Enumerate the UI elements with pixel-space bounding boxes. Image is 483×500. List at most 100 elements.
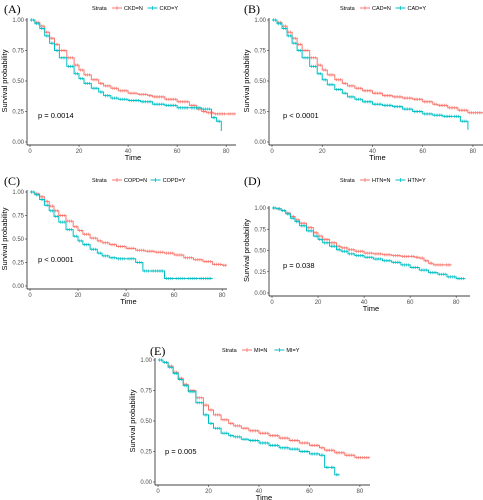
x-tick-label: 0 — [28, 149, 32, 155]
y-tick-label: 0.50 — [12, 79, 24, 85]
x-tick-label: 40 — [256, 489, 263, 495]
x-tick-label: 60 — [174, 149, 181, 155]
survival-curve — [272, 207, 452, 266]
legend: Strata MI=N MI=Y — [222, 348, 300, 354]
y-axis-title: Survival probability — [0, 207, 9, 270]
legend-entry: CAD=Y — [408, 6, 427, 12]
x-tick-label: 20 — [75, 293, 82, 299]
y-tick-label: 0.00 — [140, 480, 152, 486]
series-group — [30, 190, 227, 267]
series-group — [30, 18, 236, 116]
y-tick-label: 0.75 — [254, 49, 266, 55]
p-value-annotation: p < 0.0001 — [38, 255, 74, 264]
legend-entry: MI=N — [254, 348, 267, 354]
x-tick-label: 0 — [28, 293, 32, 299]
y-tick-label: 0.50 — [140, 419, 152, 425]
x-tick-label: 20 — [319, 149, 326, 155]
y-tick-label: 0.75 — [12, 49, 24, 55]
y-axis-title: Survival probability — [242, 49, 251, 112]
x-tick-label: 0 — [270, 300, 274, 306]
y-axis-title: Survival probability — [0, 49, 9, 112]
y-tick-label: 0.25 — [254, 270, 266, 276]
y-tick-label: 0.75 — [140, 389, 152, 395]
series-group — [158, 358, 340, 477]
x-tick-label: 0 — [156, 489, 160, 495]
y-tick-label: 0.25 — [140, 450, 152, 456]
legend-title: Strata — [340, 6, 356, 12]
x-tick-label: 60 — [419, 149, 426, 155]
p-value-annotation: p = 0.038 — [283, 261, 315, 270]
y-tick-label: 0.50 — [254, 79, 266, 85]
legend: Strata CAD=N CAD=Y — [340, 6, 426, 12]
survival-curve — [158, 359, 340, 476]
y-tick-label: 1.00 — [140, 358, 152, 364]
chart-panel: (D) Strata HTN=N HTN=Y 0.00 0.25 0.50 0.75 1.00 0… — [242, 174, 470, 313]
chart-panel: (E) Strata MI=N MI=Y 0.00 0.25 0.50 0.75 1.00 0 20… — [128, 344, 370, 500]
x-tick-label: 60 — [171, 293, 178, 299]
legend-title: Strata — [92, 6, 108, 12]
survival-curve — [30, 191, 213, 279]
survival-curve — [272, 19, 483, 114]
x-tick-label: 80 — [453, 300, 460, 306]
legend: Strata HTN=N HTN=Y — [340, 178, 426, 184]
legend: Strata CKD=N CKD=Y — [92, 6, 178, 12]
p-value-annotation: p < 0.0001 — [283, 111, 319, 120]
legend-title: Strata — [222, 348, 238, 354]
series-group — [158, 358, 370, 460]
x-tick-label: 60 — [306, 489, 313, 495]
x-tick-label: 40 — [361, 300, 368, 306]
x-tick-label: 80 — [357, 489, 364, 495]
y-tick-label: 1.00 — [254, 18, 266, 24]
series-group — [30, 190, 213, 281]
series-group — [272, 206, 452, 267]
y-tick-label: 0.75 — [254, 227, 266, 233]
y-axis-title: Survival probability — [242, 219, 251, 282]
x-axis-title: Time — [363, 304, 379, 313]
x-tick-label: 60 — [407, 300, 414, 306]
p-value-annotation: p = 0.0014 — [38, 111, 74, 120]
x-axis-title: Time — [125, 153, 141, 162]
y-tick-label: 0.50 — [254, 249, 266, 255]
x-axis-title: Time — [120, 297, 136, 306]
legend-entry: COPD=Y — [163, 178, 186, 184]
series-group — [272, 18, 469, 130]
series-group — [30, 18, 222, 131]
legend-entry: CKD=Y — [160, 6, 179, 12]
chart-panel: (C) Strata COPD=N COPD=Y 0.00 0.25 0.50 0.75 1.0… — [0, 174, 227, 306]
x-tick-label: 80 — [223, 149, 230, 155]
panel-label: (E) — [150, 344, 165, 358]
survival-curve — [30, 19, 236, 115]
x-tick-label: 80 — [470, 149, 477, 155]
y-tick-label: 0.00 — [12, 284, 24, 290]
legend-entry: CAD=N — [372, 6, 391, 12]
legend-entry: MI=Y — [286, 348, 299, 354]
legend: Strata COPD=N COPD=Y — [92, 178, 186, 184]
legend-title: Strata — [340, 178, 356, 184]
x-tick-label: 40 — [369, 149, 376, 155]
chart-panel: (B) Strata CAD=N CAD=Y 0.00 0.25 0.50 0.75 1.00 0… — [242, 2, 483, 162]
series-group — [272, 206, 466, 281]
y-tick-label: 0.25 — [12, 110, 24, 116]
y-tick-label: 0.00 — [12, 140, 24, 146]
y-tick-label: 0.75 — [12, 214, 24, 220]
x-axis-title: Time — [369, 153, 385, 162]
survival-curve — [30, 19, 222, 131]
y-tick-label: 0.00 — [254, 291, 266, 297]
y-tick-label: 1.00 — [12, 18, 24, 24]
y-tick-label: 0.50 — [12, 237, 24, 243]
panel-label: (A) — [4, 2, 21, 16]
legend-entry: HTN=Y — [408, 178, 427, 184]
x-tick-label: 0 — [270, 149, 274, 155]
legend-entry: CKD=N — [124, 6, 143, 12]
x-axis-title: Time — [256, 493, 272, 500]
series-group — [272, 18, 483, 115]
x-tick-label: 40 — [123, 293, 130, 299]
y-tick-label: 0.00 — [254, 140, 266, 146]
x-tick-label: 40 — [125, 149, 132, 155]
y-tick-label: 1.00 — [12, 190, 24, 196]
x-tick-label: 20 — [315, 300, 322, 306]
panel-label: (C) — [4, 174, 20, 188]
y-axis-title: Survival probability — [128, 389, 137, 452]
chart-panel: (A) Strata CKD=N CKD=Y 0.00 0.25 0.50 0.75 1.00 0… — [0, 2, 236, 162]
